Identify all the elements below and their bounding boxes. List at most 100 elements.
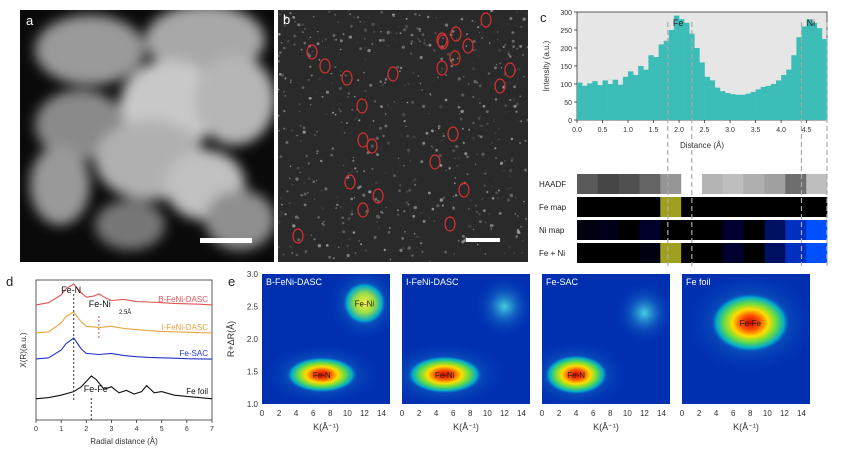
noise-dot — [303, 182, 305, 184]
y-tick-label: 300 — [560, 10, 572, 17]
noise-dot — [392, 174, 397, 178]
noise-dot — [491, 197, 495, 200]
noise-dot — [431, 129, 434, 133]
noise-dot — [519, 45, 522, 48]
noise-dot — [330, 210, 332, 213]
noise-dot — [455, 144, 459, 148]
noise-dot — [280, 41, 283, 44]
noise-dot — [383, 248, 386, 252]
noise-dot — [507, 51, 509, 53]
heat-peak — [285, 356, 358, 393]
noise-dot — [358, 239, 361, 243]
noise-dot — [412, 214, 416, 218]
noise-dot — [282, 46, 286, 50]
noise-dot — [404, 258, 406, 260]
x-tick-label: 2 — [417, 409, 422, 418]
noise-dot — [526, 46, 528, 49]
noise-dot — [459, 117, 463, 121]
noise-dot — [368, 190, 372, 194]
noise-dot — [352, 16, 356, 19]
noise-dot — [517, 120, 519, 123]
bar — [735, 94, 741, 120]
x-axis-label: K(Å⁻¹) — [593, 422, 619, 432]
x-tick-label: 6 — [591, 409, 596, 418]
strip-segment — [577, 220, 599, 240]
noise-dot — [354, 167, 357, 170]
peak-label: Fe-Fe — [740, 319, 762, 328]
heatmap-content — [264, 274, 390, 404]
noise-dot — [517, 215, 519, 217]
noise-dot — [407, 246, 411, 250]
noise-dot — [509, 17, 513, 20]
bar — [786, 69, 792, 120]
noise-dot — [286, 237, 291, 241]
noise-dot — [510, 186, 513, 189]
noise-dot — [374, 197, 378, 201]
noise-dot — [362, 185, 364, 186]
noise-dot — [278, 42, 280, 44]
noise-dot — [419, 55, 423, 60]
noise-dot — [457, 47, 459, 50]
noise-dot — [338, 246, 340, 248]
atom-circle — [344, 174, 356, 190]
x-tick-label: 0 — [680, 409, 685, 418]
noise-dot — [386, 75, 388, 77]
noise-dot — [401, 45, 405, 49]
noise-dot — [498, 127, 500, 130]
noise-dot — [280, 210, 284, 214]
noise-dot — [493, 178, 497, 181]
noise-dot — [387, 140, 389, 143]
heatmap-2: Fe-SAC Fe-N 0 2 4 6 8 10 12 14 K(Å⁻¹) — [540, 274, 670, 432]
y-tick-label: 250 — [560, 28, 572, 35]
noise-dot — [410, 42, 413, 45]
noise-dot — [501, 199, 504, 202]
noise-dot — [512, 45, 515, 48]
heatmap-title: Fe foil — [686, 277, 711, 287]
x-tick-label: 10 — [483, 409, 492, 418]
noise-dot — [298, 102, 301, 106]
noise-dot — [466, 155, 469, 159]
noise-dot — [509, 193, 514, 198]
noise-dot — [475, 235, 478, 237]
noise-dot — [371, 167, 374, 170]
bar — [811, 22, 818, 120]
noise-dot — [284, 95, 286, 97]
heatmap-content — [542, 282, 670, 404]
noise-dot — [384, 124, 388, 128]
noise-dot — [313, 198, 316, 200]
bar — [770, 84, 777, 120]
atom-circle — [458, 182, 470, 198]
noise-dot — [279, 214, 283, 217]
noise-dot — [478, 212, 481, 216]
noise-dot — [437, 125, 441, 128]
noise-dot — [513, 85, 516, 89]
noise-dot — [314, 134, 316, 136]
noise-dot — [441, 204, 444, 207]
noise-dot — [315, 186, 318, 190]
noise-dot — [412, 90, 415, 93]
noise-dot — [439, 198, 444, 202]
atom-circle — [504, 62, 516, 78]
bar — [684, 22, 690, 120]
noise-dot — [284, 16, 288, 20]
noise-dot — [356, 170, 359, 173]
noise-dot — [350, 24, 353, 28]
noise-dot — [382, 212, 384, 214]
noise-dot — [283, 90, 285, 93]
atom-circle — [292, 228, 304, 244]
noise-dot — [476, 82, 479, 84]
x-tick-label: 2 — [697, 409, 702, 418]
bar — [653, 57, 659, 120]
noise-dot — [316, 42, 320, 46]
noise-dot — [454, 193, 458, 197]
strip-segment — [722, 174, 744, 194]
panel-d-chart: B-FeNi-DASC I-FeNi-DASC Fe-SAC Fe foil Fe-N F… — [19, 279, 214, 446]
noise-dot — [345, 158, 347, 160]
noise-dot — [438, 154, 442, 158]
noise-dot — [494, 147, 497, 150]
noise-dot — [302, 194, 305, 196]
noise-dot — [362, 193, 366, 197]
noise-dot — [504, 111, 507, 114]
atom-circle — [306, 44, 318, 60]
